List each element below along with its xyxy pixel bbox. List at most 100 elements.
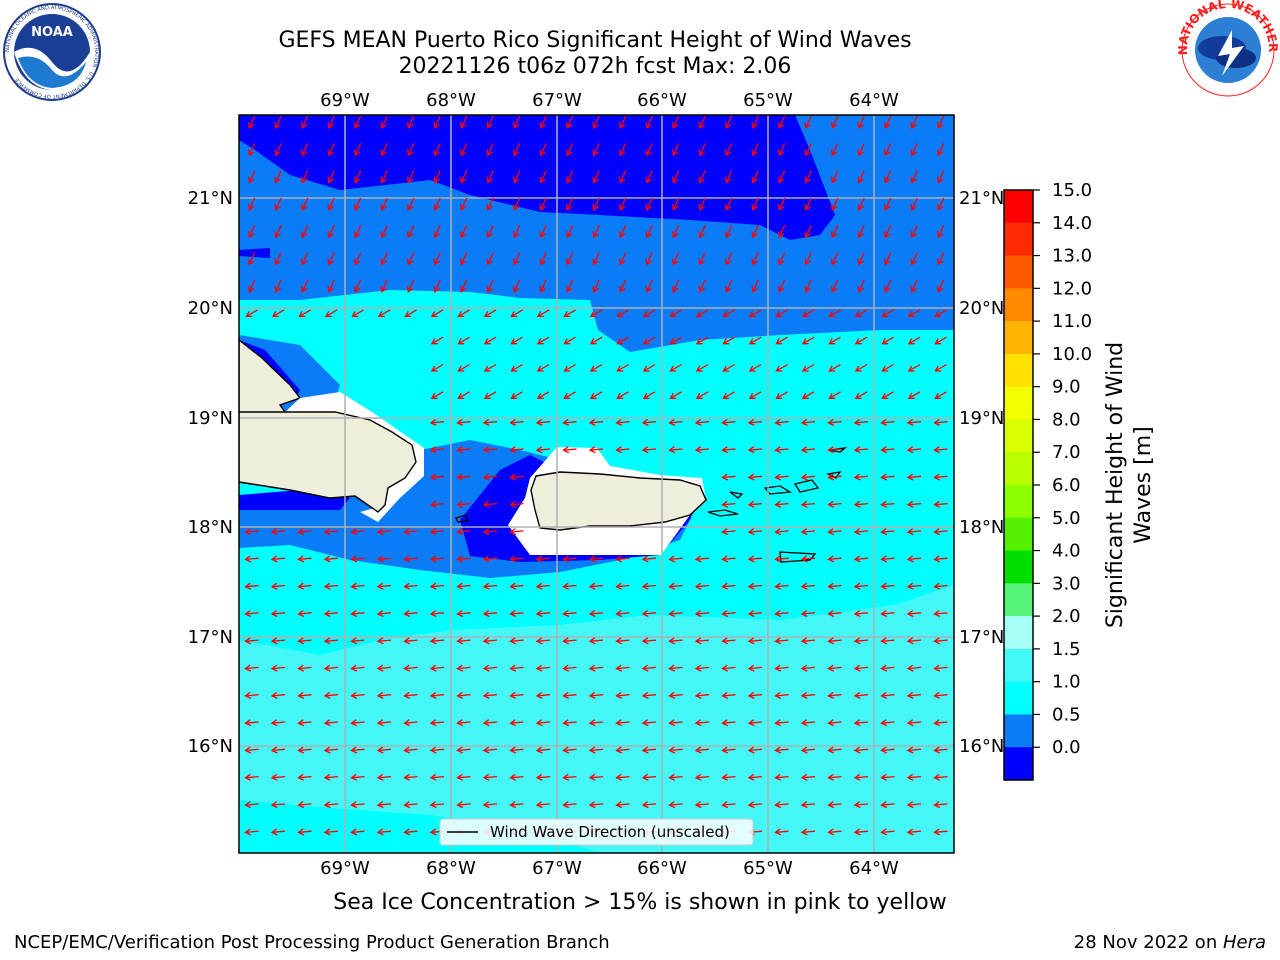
wave-direction-arrow [642,363,656,372]
wave-direction-arrow [323,664,339,672]
virgin-islands-land [455,447,848,563]
wave-direction-arrow [509,801,524,809]
wave-direction-arrow [588,691,604,699]
wave-direction-arrow [880,801,895,809]
wave-direction-arrow [456,446,471,454]
wave-direction-arrow [695,391,709,399]
wave-direction-arrow [350,609,365,618]
wave-direction-arrow [403,582,418,590]
wave-direction-arrow [403,609,418,618]
wave-direction-arrow [482,500,498,508]
wave-direction-arrow [724,170,733,184]
wave-direction-arrow [751,115,759,130]
wave-direction-arrow [486,143,494,157]
lat-label-right: 19°N [959,408,1004,429]
wave-direction-arrow [274,170,282,184]
wave-direction-arrow [350,637,365,645]
wave-direction-arrow [881,309,894,318]
wave-direction-arrow [775,391,788,399]
map-frame [238,114,955,854]
wave-direction-arrow [801,391,815,399]
wave-direction-arrow [588,555,604,563]
lat-label-left: 19°N [188,408,233,429]
wave-direction-arrow [698,252,706,266]
wave-direction-arrow [376,555,392,563]
wave-direction-arrow [804,225,812,239]
wave-direction-arrow [800,664,816,672]
wave-direction-arrow [853,609,869,618]
wave-direction-arrow [323,528,339,536]
wave-direction-arrow [747,637,763,645]
wave-direction-arrow [562,664,577,672]
wave-direction-arrow [300,279,309,293]
wave-direction-arrow [933,473,948,481]
wave-direction-arrow [800,746,816,754]
wave-direction-arrow [801,309,815,318]
wave-direction-arrow [641,418,657,426]
wave-direction-arrow [376,828,392,836]
wave-direction-arrow [777,197,786,211]
wave-direction-arrow [482,664,498,672]
colorbar-swatch [1004,714,1033,748]
wave-direction-arrow [669,336,682,345]
wave-direction-arrow [668,555,683,563]
wave-direction-arrow [857,225,865,239]
wave-direction-arrow [562,609,577,618]
wave-direction-arrow [588,582,604,590]
wave-direction-arrow [510,391,523,399]
wave-direction-arrow [906,473,922,481]
wave-direction-arrow [857,170,865,184]
wave-direction-arrow [486,170,494,184]
wave-direction-arrow [804,115,812,130]
wave-direction-arrow [880,664,895,672]
wave-direction-arrow [535,609,551,618]
wave-direction-arrow [429,473,445,481]
wave-direction-arrow [433,170,441,184]
wave-direction-arrow [857,279,865,293]
wave-direction-arrow [406,252,415,266]
wave-direction-arrow [910,115,918,130]
wave-direction-arrow [297,582,312,590]
wave-direction-arrow [456,418,471,426]
wave-direction-arrow [244,555,259,563]
wave-direction-arrow [429,691,445,699]
wave-direction-arrow [456,528,471,536]
wave-direction-arrow [430,309,444,318]
wave-direction-arrow [827,691,842,699]
wave-direction-arrow [883,197,892,211]
wave-direction-arrow [645,225,653,239]
wave-direction-arrow [562,637,577,645]
wave-direction-arrow [936,170,945,184]
wave-direction-arrow [562,446,577,454]
wave-direction-arrow [907,336,921,345]
wave-direction-arrow [592,252,600,266]
wave-direction-arrow [853,500,869,508]
wave-direction-arrow [694,773,710,781]
wave-direction-arrow [616,391,629,399]
lon-label-top: 68°W [426,90,476,111]
wave-direction-arrow [774,473,789,481]
lon-label-bottom: 65°W [743,858,793,879]
wave-direction-arrow [694,746,710,754]
wave-direction-arrow [589,336,603,345]
wave-direction-arrow [353,279,362,293]
wave-direction-arrow [880,528,895,536]
wave-direction-arrow [775,309,788,318]
wave-direction-arrow [510,309,523,318]
wave-direction-arrow [774,828,789,836]
wave-direction-arrow [376,664,392,672]
wave-direction-arrow [324,309,338,318]
wave-direction-arrow [588,418,604,426]
wave-direction-arrow [535,719,551,727]
wave-direction-arrow [857,252,865,266]
wave-direction-arrow [247,225,256,239]
wave-direction-arrow [483,336,497,345]
wave-direction-arrow [698,170,706,184]
wave-direction-arrow [483,391,497,399]
wave-direction-arrow [247,170,256,184]
wave-direction-arrow [535,773,551,781]
wave-direction-arrow [482,528,498,536]
wave-direction-arrow [827,500,842,508]
wave-direction-arrow [457,309,470,318]
wave-direction-arrow [721,773,736,781]
